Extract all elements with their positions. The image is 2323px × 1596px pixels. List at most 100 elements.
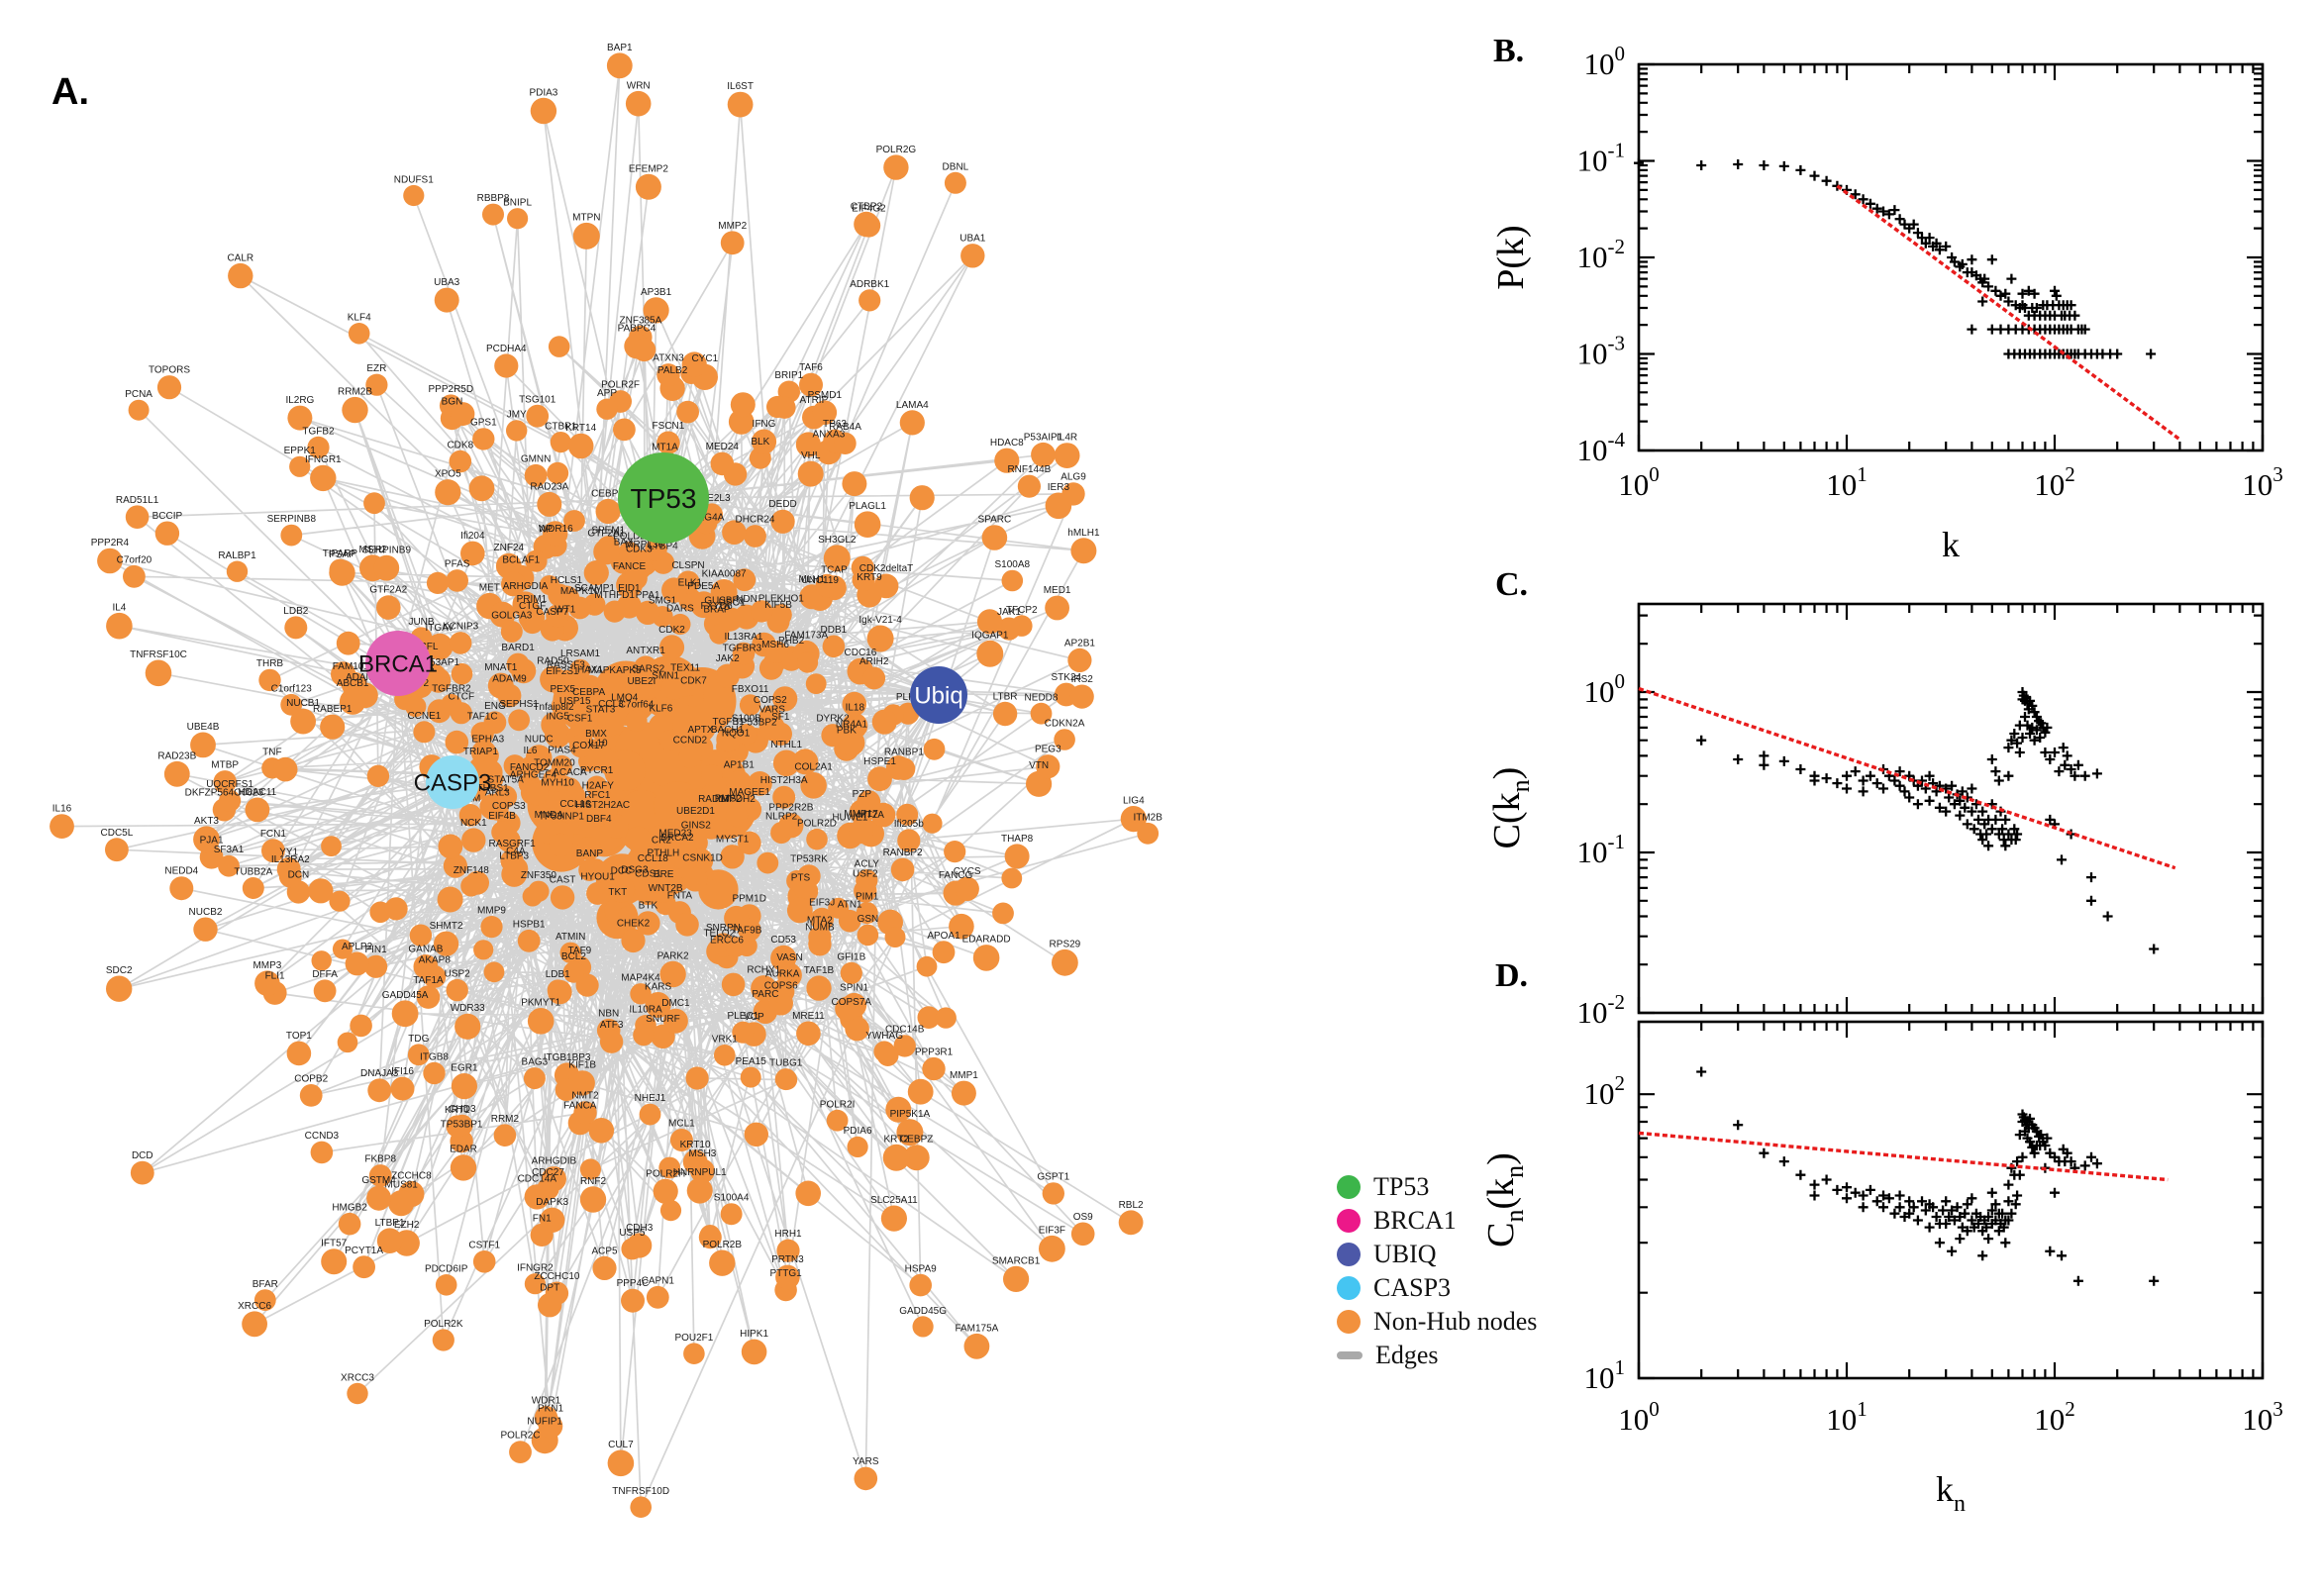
node-label: ZNF350 (521, 870, 557, 881)
network-node (461, 828, 486, 852)
node-label: OS9 (1073, 1212, 1093, 1223)
node-label: PLAGL1 (849, 501, 886, 512)
network-node (1001, 867, 1023, 889)
node-label: CDK7 (680, 676, 707, 687)
hub-nodes: TP53 BRCA1 CASP3 Ubiq (358, 452, 967, 809)
node-label: PZP (853, 789, 872, 800)
node-label: CEBPA (572, 687, 605, 698)
network-node (449, 449, 472, 473)
network-node (916, 955, 938, 977)
node-label: HYOU1 (580, 872, 615, 883)
node-label: CR2 (652, 835, 671, 846)
node-label: FAM101B (333, 661, 376, 672)
legend-item-casp3: CASP3 (1337, 1273, 1537, 1302)
network-node (744, 1122, 768, 1147)
node-label: PDIA6 (844, 1126, 872, 1137)
node-label: YY1 (279, 847, 298, 857)
network-node (722, 520, 747, 545)
network-node (739, 694, 761, 716)
network-node (885, 755, 911, 780)
network-node (607, 1449, 635, 1477)
network-node (596, 398, 618, 420)
network-node (549, 833, 573, 857)
network-node (805, 673, 827, 694)
node-label: HIST2H3A (760, 775, 808, 786)
network-node (272, 756, 298, 782)
network-node (858, 289, 881, 312)
node-label: PPP2R2B (768, 803, 813, 814)
network-node (792, 748, 819, 775)
legend-label: UBIQ (1373, 1239, 1437, 1268)
network-node (1042, 1182, 1065, 1205)
axis-ticks (1637, 62, 2265, 452)
network-node (669, 1129, 693, 1151)
network-node (575, 710, 598, 733)
y-axis-title: Cn(kn) (1480, 1152, 1529, 1247)
network-node (105, 838, 129, 862)
network-node (842, 713, 868, 739)
network-node (806, 975, 832, 1001)
network-node (769, 604, 792, 626)
network-node (716, 727, 741, 752)
node-label: RNF144B (1007, 464, 1051, 475)
node-label: MMP3 (252, 960, 281, 971)
node-label: LMO4 (611, 693, 639, 704)
network-node (1003, 1265, 1030, 1292)
node-label: ZCCHC10 (534, 1271, 580, 1282)
network-node (307, 436, 330, 458)
node-label: SDC2 (106, 965, 133, 976)
network-node (645, 992, 671, 1018)
network-node (776, 1069, 798, 1090)
network-node (604, 814, 629, 839)
node-label: LTBR (993, 691, 1018, 702)
hub-node-casp3 (426, 755, 479, 809)
node-label: MTA2 (807, 916, 833, 927)
network-node (106, 612, 133, 640)
node-label: IL6ST (727, 81, 754, 92)
node-label: BAX (614, 538, 634, 549)
node-label: BAG3 (522, 1057, 549, 1068)
legend-label: BRCA1 (1373, 1205, 1457, 1235)
network-node (286, 1041, 312, 1066)
network-node (526, 404, 550, 428)
node-label: EGR1 (451, 1062, 478, 1073)
node-label: LTBP1 (375, 1218, 405, 1229)
svg-text:101: 101 (1826, 462, 1868, 502)
network-node (476, 759, 503, 786)
network-node (856, 902, 878, 925)
node-label: DCC (611, 865, 633, 876)
network-node (426, 633, 454, 660)
legend-item-ubiq: UBIQ (1337, 1240, 1537, 1268)
node-label: PIP5K1A (890, 1109, 931, 1120)
network-node (603, 600, 626, 623)
node-label: FAM175A (955, 1323, 998, 1334)
node-label: TGFB1 (712, 717, 745, 728)
network-node (482, 203, 504, 226)
node-label: ARHGDIA (503, 581, 549, 592)
network-node (218, 854, 240, 877)
node-label: PRTN3 (771, 1254, 804, 1265)
network-node (310, 464, 337, 492)
node-label: CHD3 (449, 1104, 476, 1115)
node-label: IFNG (753, 419, 776, 430)
node-label: MED24 (706, 442, 740, 452)
network-node (547, 461, 569, 484)
network-node (434, 287, 459, 313)
network-node (193, 917, 218, 942)
node-label: Igk-V21-4 (858, 615, 902, 626)
node-label: PMS2 (715, 793, 743, 804)
network-node (876, 1045, 899, 1066)
network-node (896, 803, 919, 826)
network-node (726, 770, 753, 796)
network-node (757, 851, 779, 874)
node-label: USO1 (719, 597, 747, 608)
network-node (321, 836, 342, 856)
node-label: ARHGEF4 (510, 770, 557, 781)
network-node (897, 829, 921, 852)
network-node (744, 525, 766, 548)
node-label: PABPC4 (618, 323, 656, 334)
network-node (862, 666, 886, 690)
node-label: APLP2 (342, 942, 373, 952)
